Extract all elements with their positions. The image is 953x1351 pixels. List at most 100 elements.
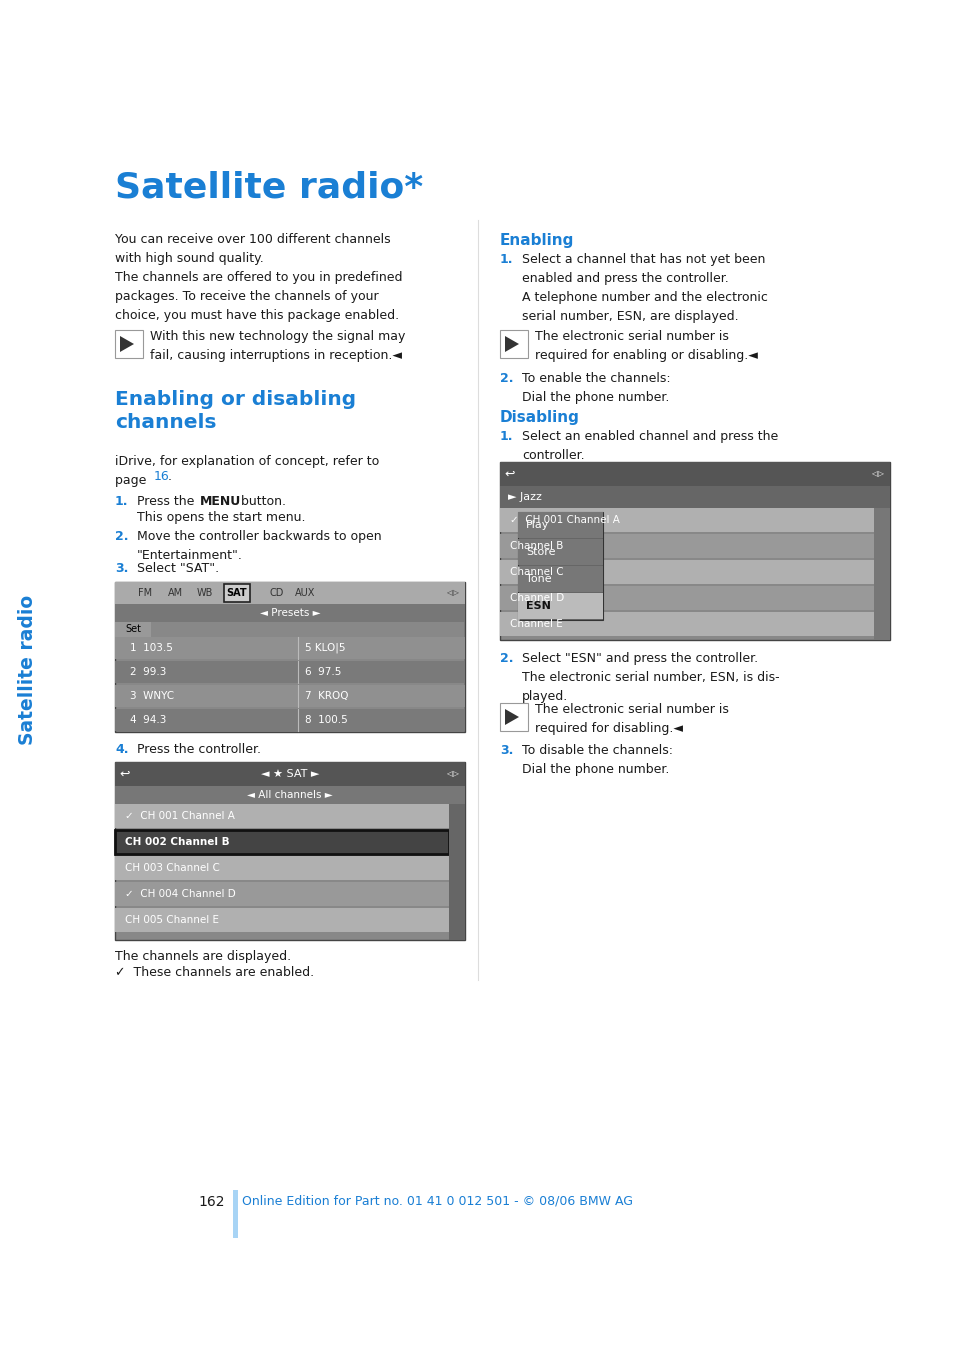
Bar xyxy=(115,621,151,638)
Text: 6  97.5: 6 97.5 xyxy=(305,667,341,677)
Text: 4.: 4. xyxy=(115,743,129,757)
Text: ↩: ↩ xyxy=(504,467,515,481)
Text: Channel B: Channel B xyxy=(510,540,563,551)
Text: 162: 162 xyxy=(198,1196,225,1209)
Text: The channels are displayed.: The channels are displayed. xyxy=(115,950,291,963)
Text: Channel C: Channel C xyxy=(510,567,563,577)
Text: ◁▷: ◁▷ xyxy=(446,770,459,778)
Text: 4  94.3: 4 94.3 xyxy=(130,715,166,725)
Bar xyxy=(499,462,889,640)
Bar xyxy=(115,582,464,732)
Text: ◁▷: ◁▷ xyxy=(871,470,883,478)
Bar xyxy=(517,512,602,620)
Text: ◄ All channels ►: ◄ All channels ► xyxy=(247,790,333,800)
Text: CH 005 Channel E: CH 005 Channel E xyxy=(125,915,219,925)
Bar xyxy=(115,582,464,604)
Text: The electronic serial number is
required for enabling or disabling.◄: The electronic serial number is required… xyxy=(535,330,757,362)
Bar xyxy=(115,604,464,621)
Bar xyxy=(115,330,143,358)
Text: You can receive over 100 different channels
with high sound quality.: You can receive over 100 different chann… xyxy=(115,232,390,265)
Text: The channels are offered to you in predefined
packages. To receive the channels : The channels are offered to you in prede… xyxy=(115,272,402,322)
Text: ↩: ↩ xyxy=(120,767,131,781)
Text: 16: 16 xyxy=(153,470,170,484)
Text: 1.: 1. xyxy=(499,430,513,443)
Text: SAT: SAT xyxy=(227,588,247,598)
Text: To enable the channels:
Dial the phone number.: To enable the channels: Dial the phone n… xyxy=(521,372,670,404)
Bar xyxy=(499,586,889,611)
Text: 3.: 3. xyxy=(499,744,513,757)
Text: Press the: Press the xyxy=(137,494,198,508)
Text: 2.: 2. xyxy=(115,530,129,543)
Bar xyxy=(224,584,250,603)
Text: ► Jazz: ► Jazz xyxy=(507,492,541,503)
Text: ◄ Presets ►: ◄ Presets ► xyxy=(259,608,320,617)
Text: ESN: ESN xyxy=(525,601,550,611)
Text: iDrive, for explanation of concept, refer to
page: iDrive, for explanation of concept, refe… xyxy=(115,455,379,486)
Text: 5 KLO|5: 5 KLO|5 xyxy=(305,643,345,654)
Bar xyxy=(499,703,527,731)
Text: 7  KROQ: 7 KROQ xyxy=(305,690,348,701)
Text: Set: Set xyxy=(125,624,141,634)
Bar xyxy=(115,638,464,659)
Bar xyxy=(115,804,449,828)
Text: Tone: Tone xyxy=(525,574,551,584)
Text: Online Edition for Part no. 01 41 0 012 501 - © 08/06 BMW AG: Online Edition for Part no. 01 41 0 012 … xyxy=(242,1196,633,1208)
Text: FM: FM xyxy=(138,588,152,598)
Text: ✓  CH 004 Channel D: ✓ CH 004 Channel D xyxy=(125,889,235,898)
Text: 2  99.3: 2 99.3 xyxy=(130,667,166,677)
Polygon shape xyxy=(120,336,133,353)
Bar xyxy=(499,534,889,558)
Bar xyxy=(115,857,449,880)
Text: Select "ESN" and press the controller.
The electronic serial number, ESN, is dis: Select "ESN" and press the controller. T… xyxy=(521,653,779,703)
Text: MENU: MENU xyxy=(200,494,241,508)
Bar xyxy=(115,830,449,854)
Bar xyxy=(873,508,889,640)
Bar xyxy=(517,539,602,565)
Bar xyxy=(499,486,889,508)
Text: ✓  These channels are enabled.: ✓ These channels are enabled. xyxy=(115,966,314,979)
Text: ◁▷: ◁▷ xyxy=(446,589,459,597)
Text: 1  103.5: 1 103.5 xyxy=(130,643,172,653)
Bar xyxy=(115,661,464,684)
Text: Channel D: Channel D xyxy=(510,593,563,603)
Bar xyxy=(499,612,889,636)
Text: ✓  CH 001 Channel A: ✓ CH 001 Channel A xyxy=(510,515,619,526)
Bar xyxy=(499,508,889,532)
Bar xyxy=(499,462,889,486)
Polygon shape xyxy=(504,336,518,353)
Text: AM: AM xyxy=(168,588,182,598)
Text: 2.: 2. xyxy=(499,372,513,385)
Bar xyxy=(115,762,464,940)
Text: Select an enabled channel and press the
controller.: Select an enabled channel and press the … xyxy=(521,430,778,462)
Text: .: . xyxy=(168,470,172,484)
Text: Satellite radio*: Satellite radio* xyxy=(115,170,423,204)
Bar xyxy=(499,561,889,584)
Bar xyxy=(115,709,464,731)
Text: 1.: 1. xyxy=(499,253,513,266)
Bar xyxy=(115,882,449,907)
Text: CH 002 Channel B: CH 002 Channel B xyxy=(125,838,230,847)
Text: ◄ ★ SAT ►: ◄ ★ SAT ► xyxy=(260,769,319,780)
Text: The electronic serial number is
required for disabling.◄: The electronic serial number is required… xyxy=(535,703,728,735)
Text: Play: Play xyxy=(525,520,549,530)
Text: ✓  CH 001 Channel A: ✓ CH 001 Channel A xyxy=(125,811,234,821)
Text: 1.: 1. xyxy=(115,494,129,508)
Bar xyxy=(449,804,464,940)
Bar xyxy=(517,566,602,592)
Text: Enabling: Enabling xyxy=(499,232,574,249)
Text: Select "SAT".: Select "SAT". xyxy=(137,562,219,576)
Text: button.: button. xyxy=(236,494,286,508)
Bar xyxy=(115,908,449,932)
Bar xyxy=(499,330,527,358)
Text: Satellite radio: Satellite radio xyxy=(18,594,37,744)
Text: Press the controller.: Press the controller. xyxy=(137,743,261,757)
Text: Move the controller backwards to open
"Entertainment".: Move the controller backwards to open "E… xyxy=(137,530,381,562)
Text: CD: CD xyxy=(270,588,284,598)
Text: AUX: AUX xyxy=(294,588,314,598)
Text: WB: WB xyxy=(196,588,213,598)
Text: Select a channel that has not yet been
enabled and press the controller.
A telep: Select a channel that has not yet been e… xyxy=(521,253,767,323)
Text: This opens the start menu.: This opens the start menu. xyxy=(137,511,305,524)
Text: Disabling: Disabling xyxy=(499,409,579,426)
Text: With this new technology the signal may
fail, causing interruptions in reception: With this new technology the signal may … xyxy=(150,330,405,362)
Text: 2.: 2. xyxy=(499,653,513,665)
